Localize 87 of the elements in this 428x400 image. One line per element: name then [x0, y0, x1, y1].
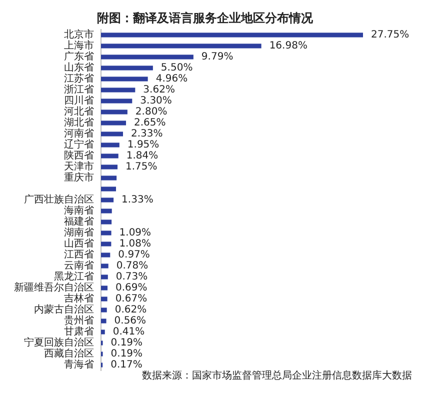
y-tick-label: 新疆维吾尔自治区	[14, 282, 94, 294]
bar	[101, 252, 110, 258]
bar	[101, 186, 116, 192]
data-label: 2.80%	[135, 106, 168, 118]
data-label: 0.67%	[115, 294, 148, 304]
bar	[101, 242, 112, 246]
data-label: 4.96%	[156, 74, 188, 84]
y-tick-label: 陕西省	[64, 150, 94, 162]
bar	[101, 208, 112, 214]
data-label: 0.69%	[116, 282, 148, 294]
y-tick-label: 北京市	[64, 28, 94, 40]
bar	[101, 308, 107, 312]
bar	[101, 154, 118, 158]
y-tick-label: 山西省	[64, 238, 94, 250]
bar	[101, 286, 108, 290]
bar	[101, 32, 363, 38]
data-label: 0.78%	[116, 260, 148, 272]
bar	[101, 88, 136, 92]
bar	[101, 274, 108, 280]
y-tick-label: 云南省	[64, 260, 94, 272]
bar	[101, 198, 114, 202]
bar	[101, 120, 126, 126]
y-tick-label: 吉林省	[64, 292, 94, 304]
data-label: 2.65%	[134, 118, 166, 128]
data-label: 0.19%	[110, 338, 143, 348]
bar	[101, 330, 105, 334]
y-tick-label: 福建省	[64, 216, 94, 228]
annotation: 数据来源：国家市场监督管理总局企业注册信息数据库大数据	[142, 370, 412, 382]
data-label: 9.79%	[201, 52, 234, 62]
bar	[101, 230, 112, 236]
y-tick-label: 重庆市	[64, 172, 94, 184]
y-tick-label: 青海省	[64, 358, 94, 370]
y-tick-label: 河南省	[64, 128, 94, 140]
bar	[101, 296, 108, 302]
y-tick-label: 湖南省	[64, 226, 94, 238]
y-tick-label: 山东省	[64, 62, 94, 74]
y-tick-label: 宁夏回族自治区	[24, 336, 94, 348]
y-tick-label: 浙江省	[64, 84, 94, 96]
y-tick-label: 上海市	[64, 40, 94, 52]
y-tick-label: 湖北省	[64, 116, 94, 128]
data-label: 3.30%	[140, 96, 172, 106]
y-tick-label: 内蒙古自治区	[34, 304, 94, 316]
data-label: 16.98%	[269, 40, 308, 52]
y-tick-label: 河北省	[64, 106, 94, 118]
bar	[101, 44, 262, 48]
data-label: 1.33%	[122, 194, 154, 206]
bar	[101, 318, 106, 324]
data-label: 27.75%	[371, 30, 410, 40]
data-label: 0.17%	[110, 360, 142, 370]
bar	[101, 76, 148, 82]
chart-title: 附图：翻译及语言服务企业地区分布情况	[97, 11, 314, 25]
data-label: 1.08%	[119, 238, 151, 250]
data-label: 0.41%	[112, 326, 145, 338]
bar	[101, 142, 120, 148]
y-tick-label: 黑龙江省	[54, 270, 94, 282]
bar	[101, 110, 128, 114]
bar	[101, 264, 108, 268]
data-label: 5.50%	[160, 62, 193, 74]
y-tick-label: 广西壮族自治区	[24, 194, 94, 206]
data-label: 3.62%	[143, 84, 175, 96]
y-tick-label: 江苏省	[64, 72, 94, 84]
data-label: 1.95%	[127, 140, 160, 150]
bar	[101, 220, 112, 224]
bar	[101, 164, 118, 170]
data-label: 2.33%	[131, 128, 163, 140]
bar	[101, 66, 153, 70]
y-tick-label: 贵州省	[64, 314, 94, 326]
data-label: 1.75%	[126, 162, 158, 172]
bar	[101, 176, 117, 180]
data-label: 0.19%	[110, 348, 143, 360]
data-label: 0.62%	[114, 304, 147, 316]
y-tick-label: 甘肃省	[64, 326, 94, 338]
y-tick-label: 天津市	[64, 160, 94, 172]
bar	[101, 132, 123, 136]
y-tick-label: 广东省	[64, 50, 94, 62]
y-tick-label: 四川省	[64, 94, 94, 106]
y-tick-label: 海南省	[64, 204, 94, 216]
data-label: 0.97%	[118, 250, 150, 260]
bar	[101, 98, 132, 104]
y-tick-label: 辽宁省	[64, 138, 94, 150]
data-label: 1.09%	[119, 228, 152, 238]
y-tick-label: 西藏自治区	[44, 348, 94, 360]
y-tick-label: 江西省	[64, 248, 94, 260]
data-label: 0.73%	[116, 272, 148, 282]
data-label: 1.84%	[126, 150, 158, 162]
bar	[101, 54, 194, 60]
data-label: 0.56%	[114, 316, 146, 326]
